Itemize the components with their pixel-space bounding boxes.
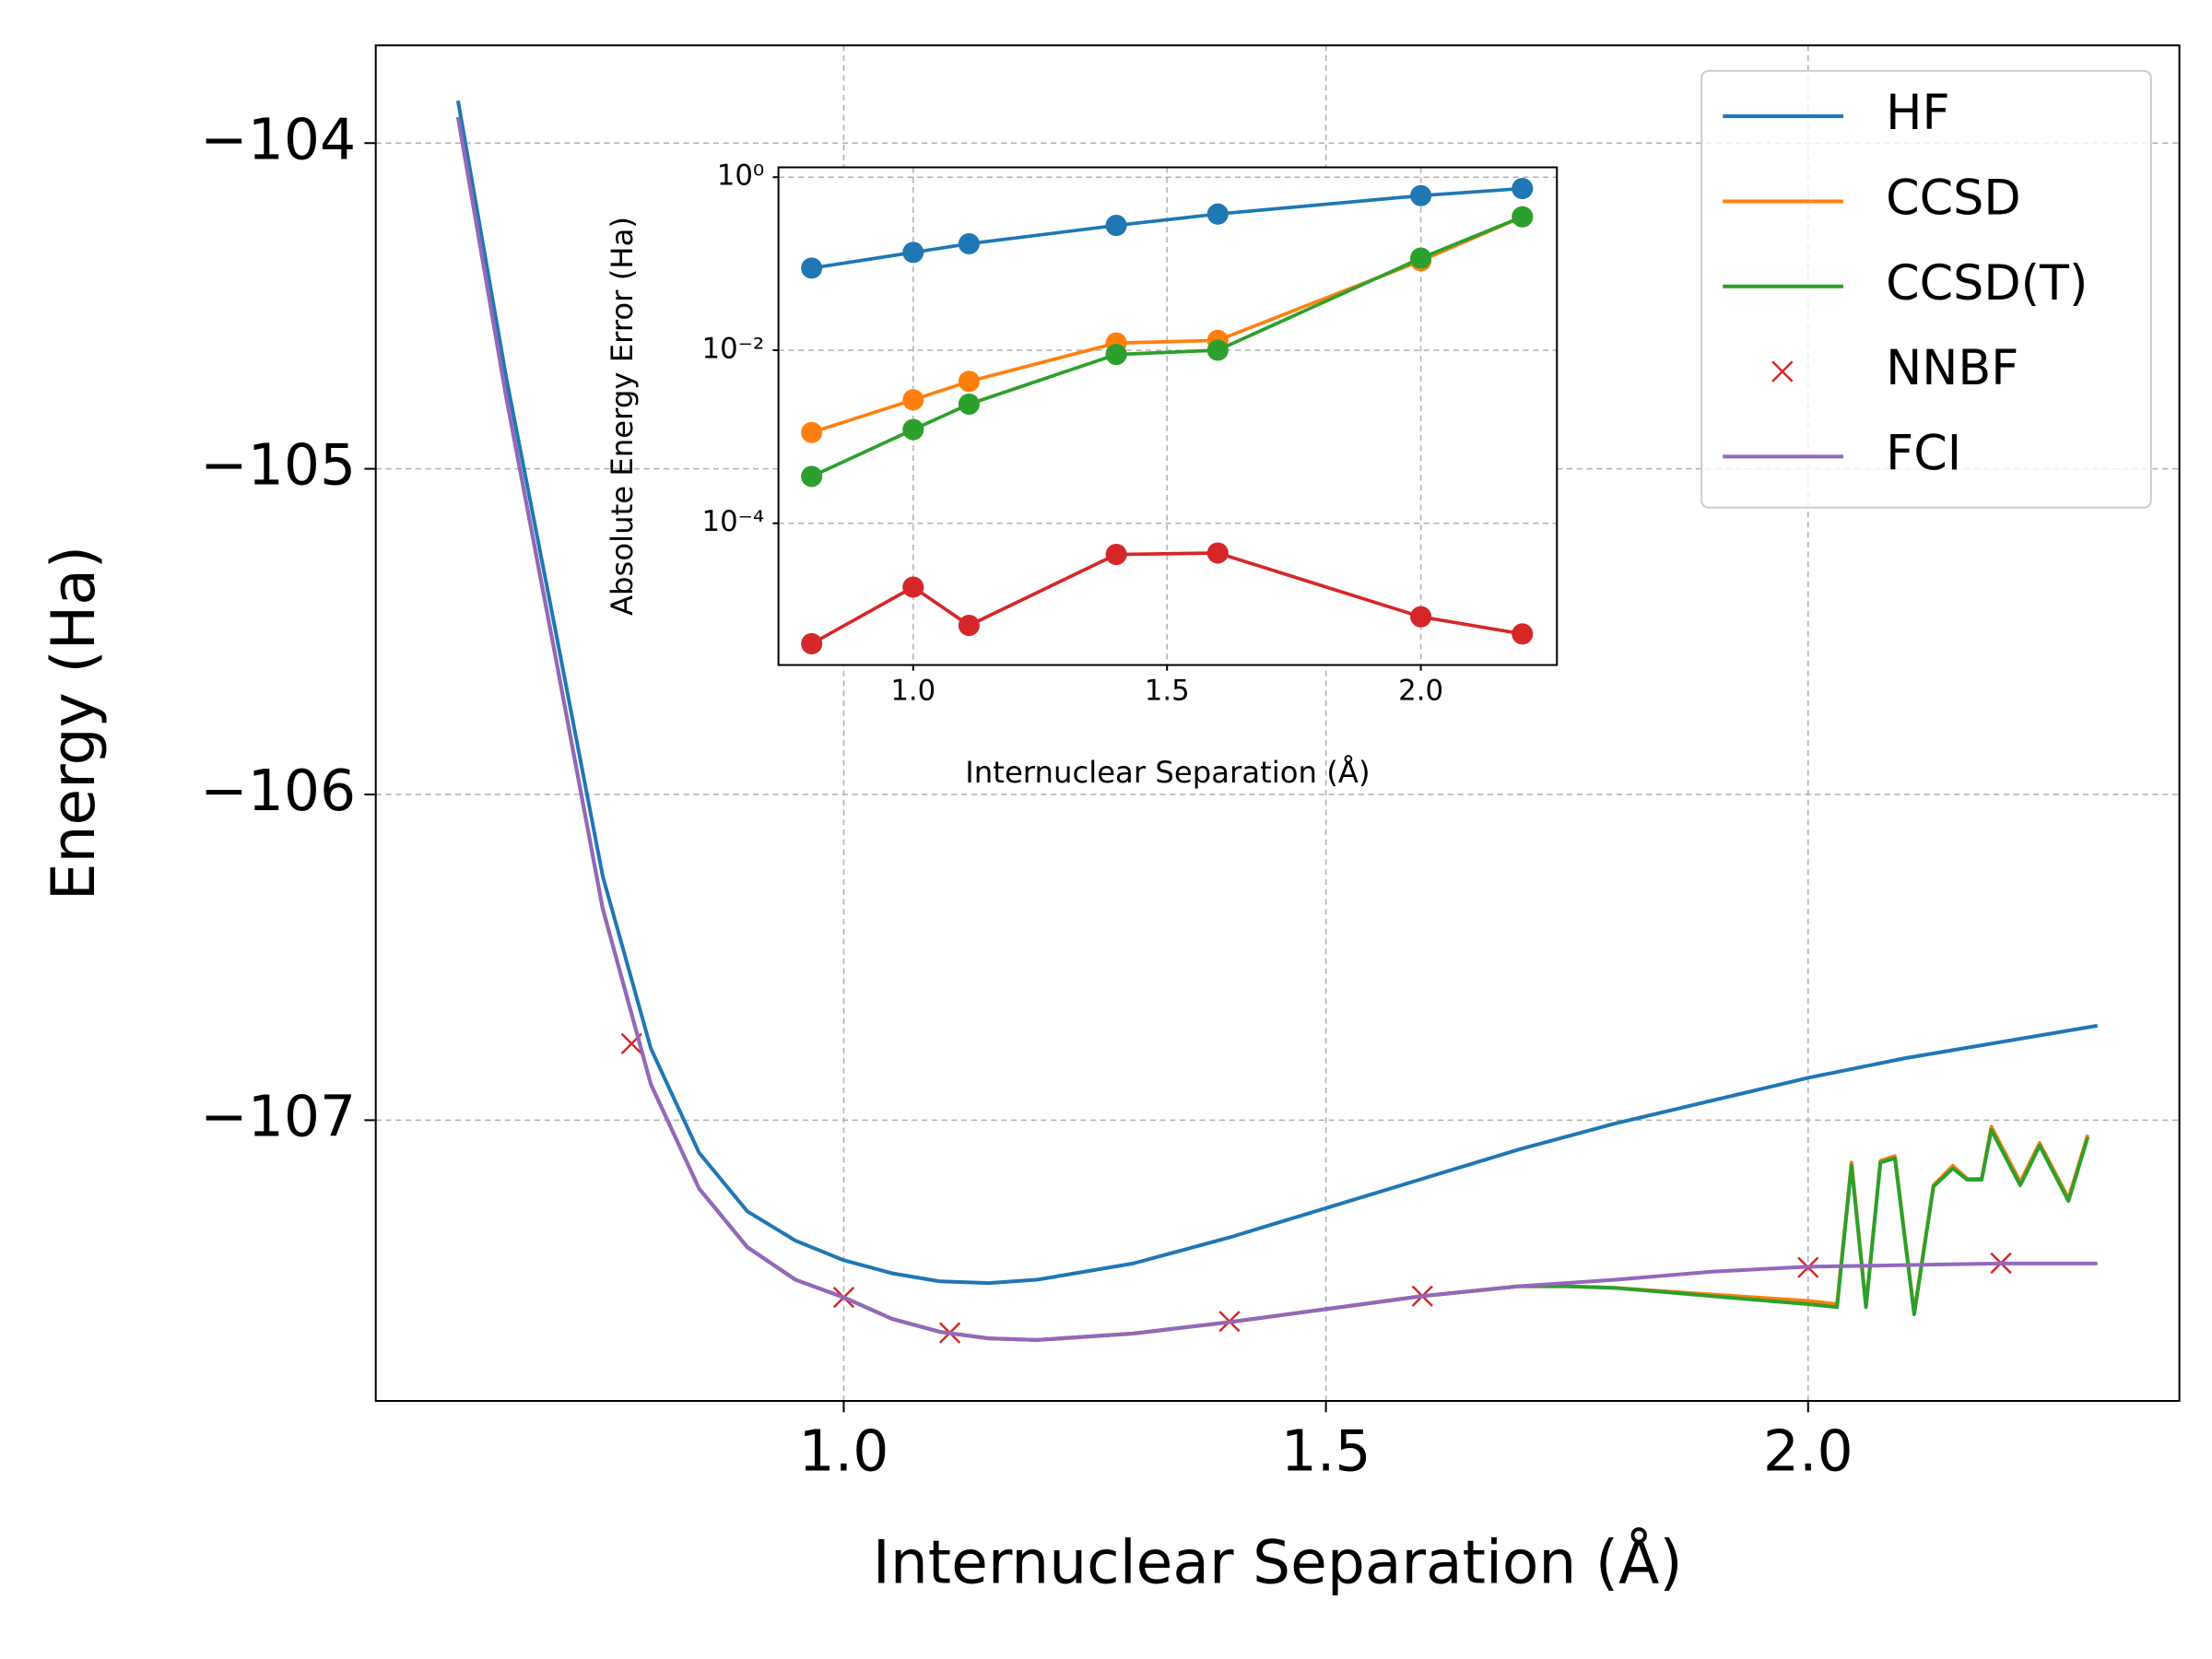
- x-axis-label: Internuclear Separation (Å): [965, 755, 1370, 790]
- x-tick-label: 2.0: [1763, 1418, 1853, 1485]
- y-tick-label: −104: [200, 106, 356, 172]
- point: [958, 232, 980, 255]
- point: [801, 257, 823, 279]
- point: [1410, 606, 1432, 628]
- point: [902, 418, 924, 441]
- x-axis-label: Internuclear Separation (Å): [873, 1528, 1683, 1598]
- point: [1512, 206, 1534, 228]
- legend-label: HF: [1886, 85, 1949, 141]
- legend: HF CCSD CCSD(T) NNBF FCI: [1700, 69, 2152, 509]
- y-tick-label: 10⁻⁴: [702, 505, 765, 538]
- y-tick-label: 10⁰: [717, 159, 764, 193]
- legend-label: CCSD(T): [1886, 255, 2088, 312]
- y-axis-label: Absolute Energy Error (Ha): [605, 217, 640, 616]
- point: [1206, 542, 1229, 564]
- y-tick-label: 10⁻²: [702, 332, 765, 365]
- point: [1512, 178, 1534, 200]
- plot-layer: [801, 178, 1534, 655]
- legend-label: CCSD: [1886, 170, 2020, 226]
- point: [1410, 247, 1432, 269]
- y-tick-label: −106: [200, 758, 356, 824]
- x-tick-label: 1.0: [890, 674, 935, 707]
- y-axis-label: Energy (Ha): [40, 546, 109, 900]
- series-line: [455, 116, 2098, 1342]
- y-tick-label: −107: [200, 1083, 356, 1149]
- point: [902, 389, 924, 411]
- point: [801, 632, 823, 655]
- point: [902, 241, 924, 264]
- point: [958, 371, 980, 393]
- point: [801, 465, 823, 488]
- legend-marker: [1771, 360, 1794, 382]
- x-tick-label: 1.0: [799, 1418, 889, 1485]
- series-line: [455, 100, 2099, 1286]
- point: [801, 421, 823, 443]
- axes-frame: [777, 166, 1559, 666]
- y-tick-label: −105: [200, 432, 356, 499]
- legend-box: [1700, 69, 2152, 509]
- point: [1105, 344, 1127, 366]
- point: [1105, 215, 1127, 237]
- point: [902, 576, 924, 598]
- x-tick-label: 2.0: [1398, 674, 1443, 707]
- plot-layer: [455, 100, 2099, 1344]
- legend-label: NNBF: [1886, 340, 2018, 396]
- point: [958, 615, 980, 637]
- point: [958, 393, 980, 416]
- x-tick-label: 1.5: [1145, 674, 1190, 707]
- point: [1105, 544, 1127, 566]
- x-tick-label: 1.5: [1281, 1418, 1371, 1485]
- point: [1512, 623, 1534, 645]
- point: [1206, 339, 1229, 361]
- point: [1410, 184, 1432, 206]
- axes-frame: [374, 44, 2181, 1402]
- point: [1206, 203, 1229, 225]
- legend-label: FCI: [1886, 425, 1961, 481]
